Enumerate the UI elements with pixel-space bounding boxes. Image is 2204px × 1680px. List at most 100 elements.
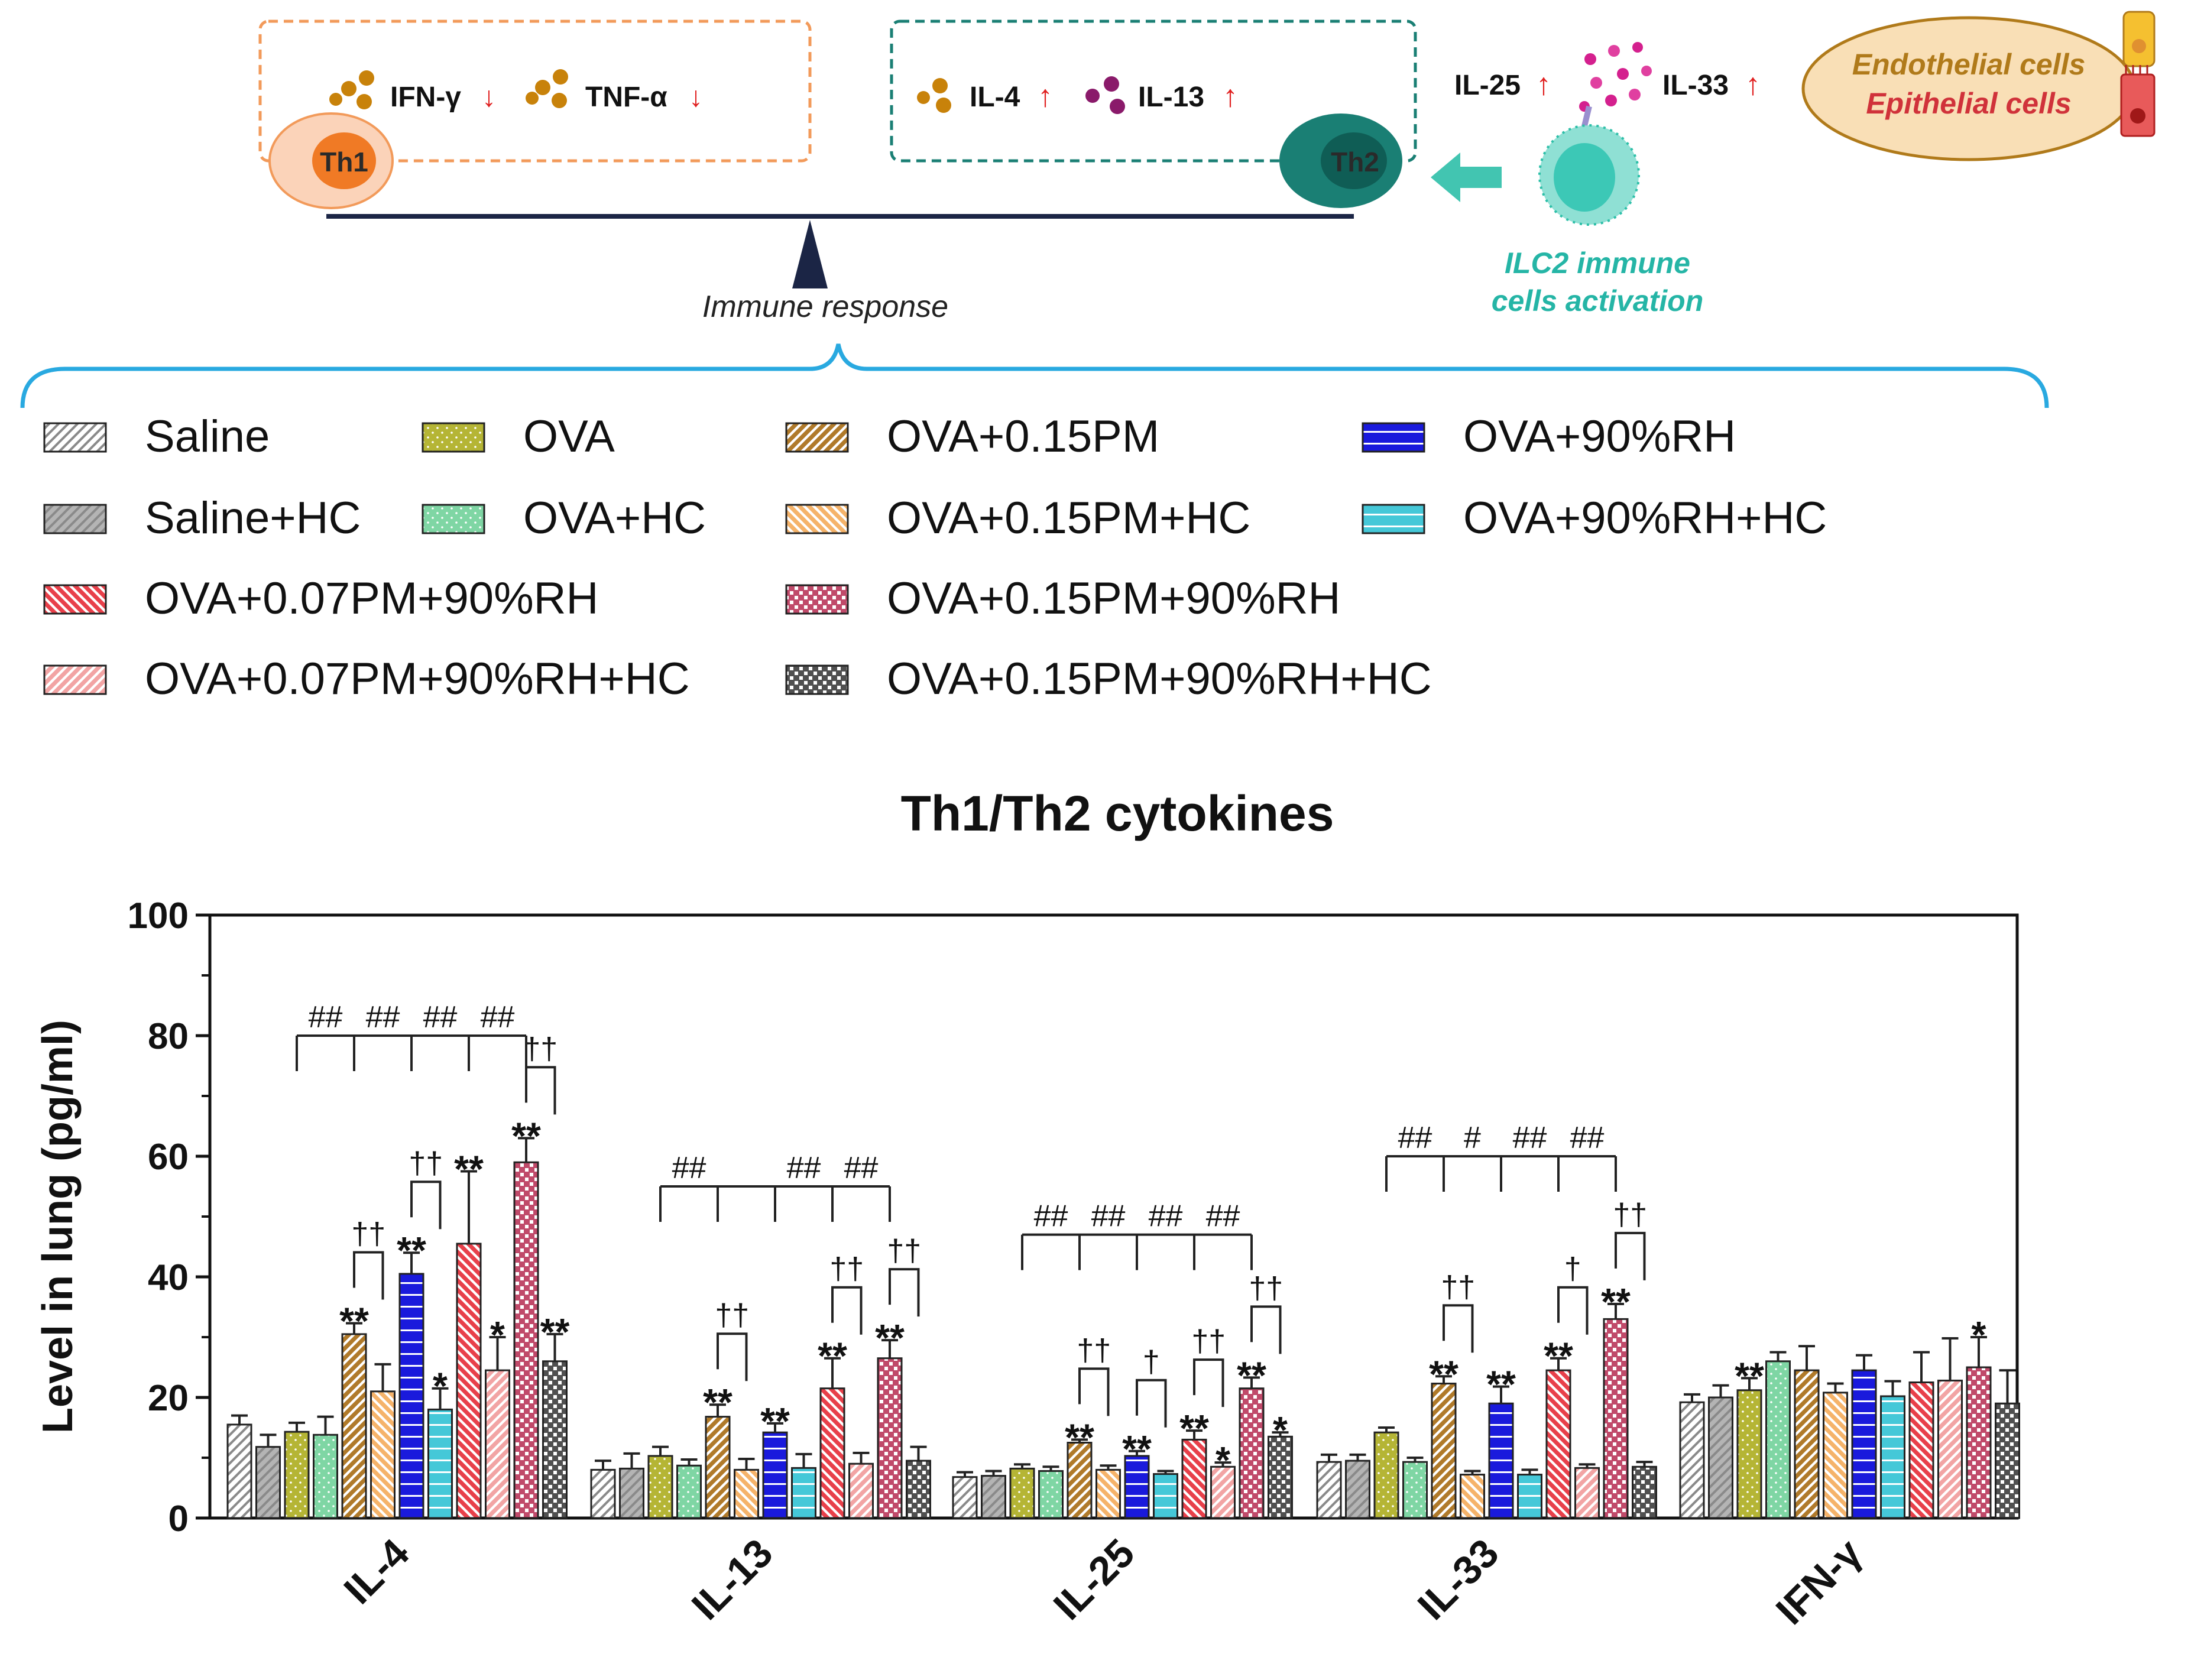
bar [1124,1455,1150,1519]
hc-pair-mark: †† [829,1252,864,1286]
bar [619,1467,644,1519]
bar [1908,1381,1934,1519]
legend-item: OVA+90%RH [1362,411,1736,462]
bar [341,1333,367,1519]
legend-swatch [785,504,849,534]
x-tick-label: IL-33 [1409,1530,1508,1629]
hc-pair-mark: †† [1249,1271,1283,1305]
molecule-cluster-icon [526,69,568,108]
group-bracket-mark: ## [1206,1199,1240,1234]
hc-pair-mark: † [1143,1345,1160,1379]
group-bracket-mark: ## [366,1000,400,1034]
chart-bars [226,1137,2020,1519]
hc-pair-mark: †† [523,1032,558,1066]
y-tick-label: 0 [168,1499,189,1539]
x-tick-labels: IL-4 IL-13 IL-25 IL-33 IFN-γ [335,1530,1870,1633]
activation-arrow-icon [1431,153,1502,202]
legend-label: OVA+90%RH+HC [1463,493,1827,543]
significance-mark: ** [1601,1280,1631,1323]
bar [762,1431,788,1519]
legend-label: OVA [523,411,615,462]
significance-mark: ** [454,1148,484,1191]
bar [1966,1366,1992,1519]
bar [1402,1461,1428,1519]
molecule-cluster-icon [329,70,374,109]
bar [1373,1431,1399,1519]
hc-pair-bracket [831,1286,863,1335]
group-bracket-mark: ## [309,1000,343,1034]
bar [1574,1467,1600,1519]
hc-pair-bracket [1615,1231,1646,1280]
y-tick-label: 60 [148,1137,189,1178]
hc-pair-bracket [1136,1379,1167,1428]
bar [284,1431,310,1519]
bar [1823,1392,1848,1519]
ilc2-cell-icon [1538,105,1640,226]
legend-swatch [422,504,485,534]
significance-mark: * [1216,1439,1230,1481]
x-tick-label: IL-13 [683,1530,782,1629]
legend-label: OVA+0.15PM+HC [887,493,1250,543]
th1-label: Th1 [320,147,368,177]
y-tick-label: 40 [148,1257,189,1298]
hc-pair-mark: † [1564,1252,1581,1286]
legend-label: Saline+HC [145,493,361,543]
significance-mark: ** [703,1381,732,1423]
bar [1345,1460,1370,1519]
bar [1708,1396,1733,1519]
bar [877,1357,903,1519]
bar [1736,1389,1762,1519]
legend-label: OVA+0.15PM+90%RH+HC [887,654,1432,704]
alarmin-il33: IL-33 [1662,70,1729,101]
bar [1995,1402,2020,1519]
hc-pair-bracket [1443,1304,1474,1353]
bar [676,1464,702,1519]
significance-mark: ** [1065,1416,1094,1458]
legend-swatch [1362,504,1425,534]
bar [1009,1467,1035,1519]
significance-mark: * [1972,1313,1986,1356]
th2-nucleus-icon [1321,132,1387,189]
legend-item: OVA [422,411,615,462]
alarmin-particles-icon [1579,42,1652,112]
hc-pair-bracket [525,1066,556,1115]
group-bracket-mark: ## [1398,1121,1432,1155]
group-bracket-mark: ## [1570,1121,1605,1155]
group-bracket-mark: ## [1513,1121,1547,1155]
significance-mark: ** [1237,1354,1266,1396]
group-bracket-mark: ## [481,1000,515,1034]
legend-item: Saline+HC [43,493,361,543]
bar [705,1416,731,1519]
bar [1038,1470,1064,1519]
bar [1095,1468,1121,1519]
bar [398,1273,424,1519]
legend-label: OVA+0.15PM [887,411,1159,462]
bar [1632,1465,1657,1519]
legend-label: OVA+0.07PM+90%RH [145,573,598,624]
molecule-cluster-icon [1085,76,1125,114]
hc-pair-mark: †† [887,1234,921,1268]
bar [255,1446,281,1519]
legend-item: OVA+0.15PM+90%RH+HC [785,654,1432,704]
hc-pair-bracket [717,1332,748,1381]
endothelial-cell-icon [2122,11,2156,67]
group-bracket-mark: ## [423,1000,458,1034]
bar [952,1476,978,1519]
legend-item: OVA+0.15PM+HC [785,493,1250,543]
ilc2-label-line1: ILC2 immune [1505,247,1690,280]
bar [1153,1473,1178,1519]
significance-mark: ** [760,1400,790,1442]
mechanism-diagram: Th1 IFN-γ ↓ TNF-α ↓ Th2 IL-4 ↑ IL-13 ↑ I… [20,11,2156,408]
bar [1268,1435,1293,1519]
legend-swatch [1362,422,1425,453]
group-bracket-mark: ## [1149,1199,1183,1234]
bar [1067,1442,1093,1519]
y-tick-label: 20 [148,1378,189,1419]
chart-title: Th1/Th2 cytokines [901,786,1334,841]
bar [1679,1401,1705,1519]
group-bracket-mark: ## [1091,1199,1126,1234]
significance-mark: ** [818,1335,847,1377]
legend-swatch [422,422,485,453]
legend-label: OVA+90%RH [1463,411,1736,462]
